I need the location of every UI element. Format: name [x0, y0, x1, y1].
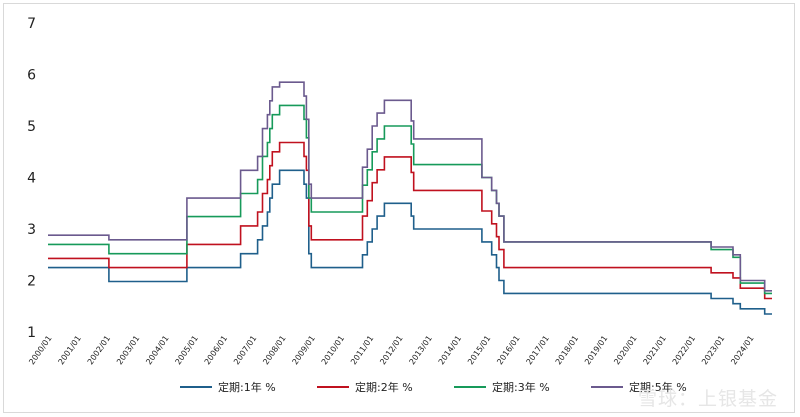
chart-frame: [3, 3, 795, 413]
x-tick-label: 2022/01: [671, 334, 697, 366]
x-tick-label: 2002/01: [86, 334, 112, 366]
y-axis: 1 2 3 4 5 6 7: [27, 16, 36, 341]
series-line-1: [48, 169, 772, 315]
x-tick-label: 2013/01: [407, 334, 433, 366]
legend-label: 定期:1年 %: [218, 380, 276, 394]
y-tick-label: 6: [27, 68, 36, 84]
x-tick-label: 2020/01: [612, 334, 638, 366]
x-tick-label: 2019/01: [583, 334, 609, 366]
x-tick-label: 2009/01: [290, 334, 316, 366]
legend-label: 定期:2年 %: [355, 380, 413, 394]
x-tick-label: 2016/01: [495, 334, 521, 366]
x-tick-label: 2005/01: [173, 334, 199, 366]
y-tick-label: 5: [27, 119, 36, 135]
x-tick-label: 2010/01: [320, 334, 346, 366]
y-tick-label: 3: [27, 222, 36, 238]
legend: 定期:1年 % 定期:2年 % 定期:3年 % 定期:5年 %: [180, 380, 687, 394]
x-tick-label: 2004/01: [144, 334, 170, 366]
legend-label: 定期:3年 %: [492, 380, 550, 394]
x-tick-label: 2021/01: [642, 334, 668, 366]
x-tick-label: 2001/01: [56, 334, 82, 366]
x-tick-label: 2017/01: [524, 334, 550, 366]
y-tick-label: 7: [27, 16, 36, 32]
x-axis: 2000/01 2001/01 2002/01 2003/01 2004/01 2005/…: [27, 334, 755, 366]
y-tick-label: 2: [27, 274, 36, 290]
y-tick-label: 1: [27, 325, 36, 341]
y-tick-label: 4: [27, 171, 36, 187]
x-tick-label: 2012/01: [378, 334, 404, 366]
x-tick-label: 2014/01: [437, 334, 463, 366]
x-tick-label: 2023/01: [700, 334, 726, 366]
series-line-4: [48, 81, 772, 292]
series-line-3: [48, 104, 772, 295]
x-tick-label: 2011/01: [349, 334, 375, 366]
x-tick-label: 2006/01: [203, 334, 229, 366]
watermark: 雪球：上银基金: [637, 388, 778, 410]
x-tick-label: 2007/01: [232, 334, 258, 366]
x-tick-label: 2024/01: [729, 334, 755, 366]
series-line-2: [48, 141, 772, 300]
x-tick-label: 2003/01: [115, 334, 141, 366]
x-tick-label: 2018/01: [554, 334, 580, 366]
legend-label: 定期:5年 %: [629, 380, 687, 394]
x-tick-label: 2008/01: [261, 334, 287, 366]
x-tick-label: 2015/01: [466, 334, 492, 366]
series-lines: [48, 81, 772, 315]
